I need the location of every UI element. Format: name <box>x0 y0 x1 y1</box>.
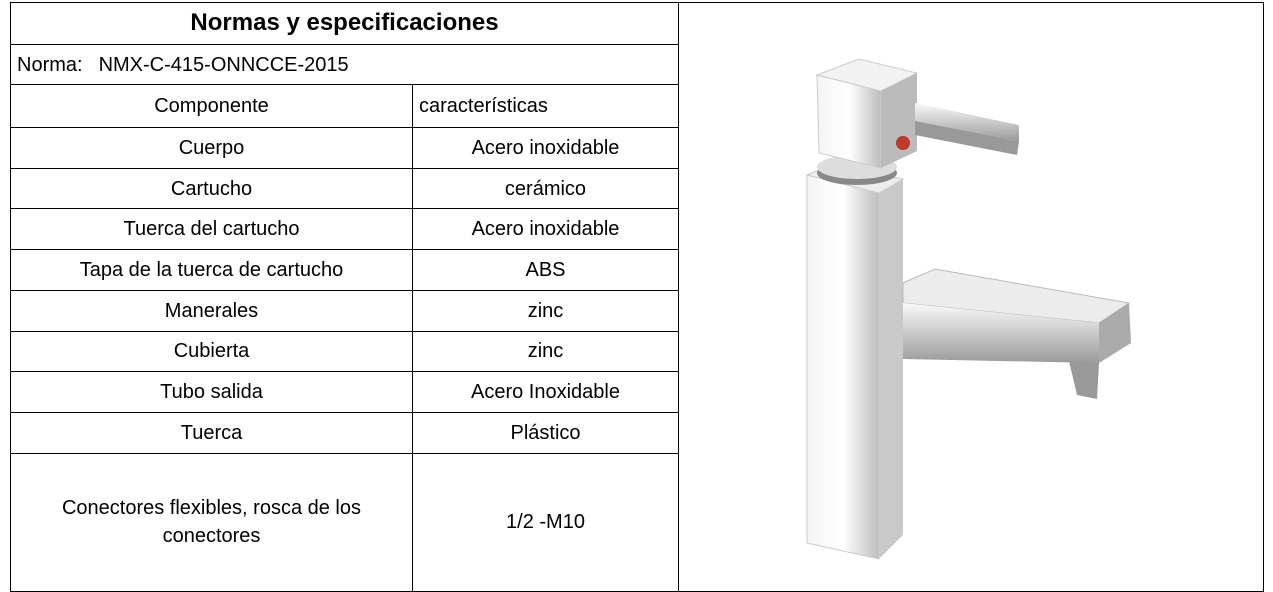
spec-row: Tubo salida Acero Inoxidable <box>10 371 1264 413</box>
characteristic: Plástico <box>412 411 679 454</box>
component: Cuerpo <box>10 127 413 169</box>
spec-row: Tuerca Plástico <box>10 411 1264 454</box>
spec-row: Tapa de la tuerca de cartucho ABS <box>10 249 1264 291</box>
product-image-cell <box>678 2 1264 592</box>
component: Tuerca <box>10 411 413 454</box>
component: Tapa de la tuerca de cartucho <box>10 249 413 291</box>
characteristic: Acero inoxidable <box>412 127 679 169</box>
column-header: características <box>412 84 679 129</box>
characteristic: ABS <box>412 249 679 291</box>
characteristic: 1/2 -M10 <box>412 452 679 592</box>
norma-value: NMX-C-415-ONNCCE-2015 <box>98 53 349 76</box>
component: Cartucho <box>10 167 413 210</box>
spec-row: Cubierta zinc <box>10 330 1264 373</box>
characteristic: zinc <box>412 289 679 332</box>
spec-row: Tuerca del cartucho Acero inoxidable <box>10 208 1264 251</box>
title: Normas y especificaciones <box>10 2 679 45</box>
component: Tuerca del cartucho <box>10 208 413 251</box>
characteristic: Acero Inoxidable <box>412 371 679 413</box>
faucet-image <box>805 58 1131 560</box>
spec-table: Normas y especificaciones <box>10 2 1264 592</box>
norma-label: Norma: <box>17 53 83 76</box>
component: Tubo salida <box>10 371 413 413</box>
characteristic: Acero inoxidable <box>412 208 679 251</box>
spec-row: Conectores flexibles, rosca de los conec… <box>10 452 1264 592</box>
spec-row: Cartucho cerámico <box>10 167 1264 210</box>
component: Cubierta <box>10 330 413 373</box>
spec-row: Cuerpo Acero inoxidable <box>10 127 1264 169</box>
norma-row: Norma: NMX-C-415-ONNCCE-2015 <box>10 43 679 86</box>
characteristic: zinc <box>412 330 679 373</box>
component: Conectores flexibles, rosca de los conec… <box>10 452 413 592</box>
spec-sheet: Normas y especificaciones <box>10 2 1264 592</box>
characteristic: cerámico <box>412 167 679 210</box>
component: Manerales <box>10 289 413 332</box>
column-header: Componente <box>10 84 413 129</box>
